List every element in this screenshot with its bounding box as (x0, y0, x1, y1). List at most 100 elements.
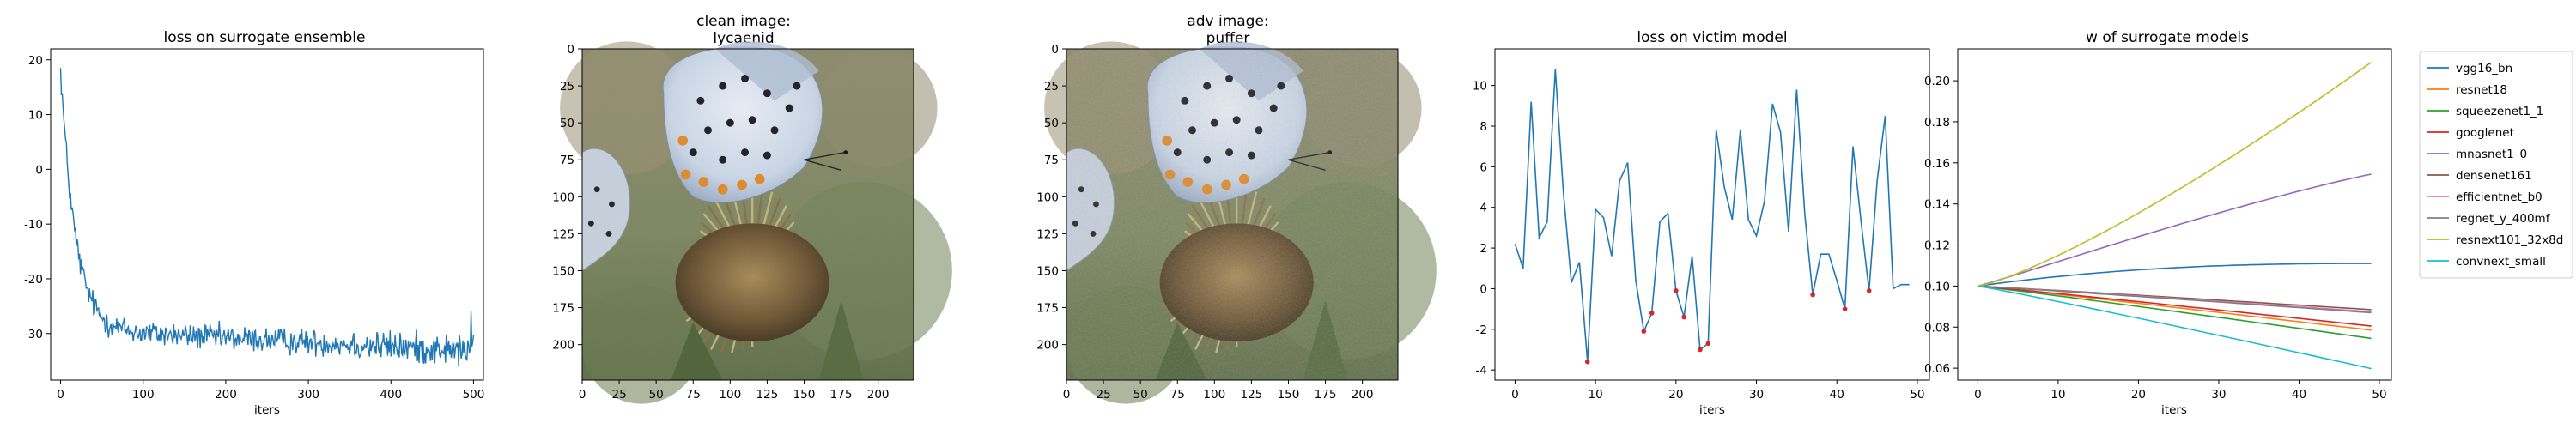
axes-frame (1494, 48, 1930, 381)
y-tick-label: 0 (1479, 282, 1487, 296)
x-tick-label: 25 (611, 388, 626, 402)
x-tick-label: 175 (1315, 388, 1337, 402)
x-tick-label: 300 (297, 388, 319, 402)
y-tick-label: 4 (1479, 202, 1487, 215)
x-tick-label: 75 (686, 388, 701, 402)
axes-frame (1957, 48, 2392, 381)
y-tick-label: 0.12 (1924, 239, 1950, 253)
legend-entry: vgg16_bn (2456, 62, 2512, 76)
y-tick-label: 50 (1044, 117, 1059, 130)
x-tick-label: 100 (719, 388, 741, 402)
y-tick-label: -4 (1476, 364, 1487, 378)
image-frame (581, 48, 914, 381)
low-loss-marker (1681, 314, 1687, 320)
y-tick-label: 150 (552, 264, 574, 278)
legend-entry: mnasnet1_0 (2456, 148, 2527, 161)
y-tick-label: 175 (1036, 302, 1059, 316)
y-tick-label: 20 (28, 54, 43, 68)
legend-entry: efficientnet_b0 (2456, 190, 2543, 204)
clean-image-panel: clean image: lycaenid 0 25 50 75 100 125 150 17… (552, 13, 952, 404)
y-tick-label: 0 (35, 163, 43, 177)
y-tick-label: 75 (560, 154, 574, 167)
y-tick-label: 6 (1479, 160, 1487, 174)
image-title-line1: adv image: (1187, 13, 1268, 30)
x-tick-label: 30 (2211, 388, 2226, 402)
y-tick-label: -10 (24, 218, 43, 232)
y-tick-label: 50 (560, 117, 574, 130)
y-tick-label: 10 (28, 109, 43, 123)
x-tick-label: 75 (1170, 388, 1185, 402)
y-tick-label: 0.08 (1924, 321, 1950, 335)
x-tick-label: 125 (756, 388, 779, 402)
x-tick-label: 50 (1910, 388, 1924, 402)
low-loss-marker (1842, 306, 1848, 311)
y-tick-label: 0.14 (1924, 198, 1950, 212)
x-tick-label: 50 (649, 388, 664, 402)
y-tick-label: 75 (1044, 154, 1059, 167)
series-line-convnext_small (1978, 285, 2372, 370)
chart-title: w of surrogate models (2086, 29, 2249, 46)
chart-victim-loss: loss on victim model 0 10 20 30 40 501086420-… (1473, 29, 1930, 417)
y-tick-label: 10 (1473, 80, 1487, 94)
y-tick-label: 150 (1036, 264, 1059, 278)
y-tick-label: 200 (552, 339, 574, 353)
low-loss-marker (1698, 347, 1703, 353)
y-tick-label: 0.18 (1924, 116, 1950, 130)
image-frame (1066, 48, 1399, 381)
low-loss-marker (1584, 359, 1590, 365)
x-tick-label: 50 (2372, 388, 2386, 402)
y-tick-label: 0.10 (1924, 280, 1950, 293)
x-tick-label: 0 (1974, 388, 1982, 402)
series-line-regnet_y_400mf (1978, 285, 2372, 314)
y-tick-label: 25 (560, 80, 574, 94)
low-loss-marker (1810, 292, 1815, 298)
x-tick-label: 10 (1589, 388, 1603, 402)
y-tick-label: 0.16 (1924, 157, 1950, 171)
x-tick-label: 0 (1511, 388, 1519, 402)
x-tick-label: 100 (1203, 388, 1225, 402)
x-tick-label: 500 (463, 388, 485, 402)
x-tick-label: 0 (57, 388, 64, 402)
x-tick-label: 40 (2292, 388, 2306, 402)
x-axis-label: iters (2161, 403, 2187, 417)
x-axis-label: iters (1699, 403, 1725, 417)
x-tick-label: 100 (132, 388, 155, 402)
x-tick-label: 40 (1830, 388, 1844, 402)
y-tick-label: 200 (1036, 339, 1059, 353)
chart-title: loss on victim model (1637, 29, 1787, 46)
legend-entry: regnet_y_400mf (2456, 212, 2551, 226)
y-tick-label: -30 (24, 328, 43, 341)
y-tick-label: 0 (567, 43, 574, 57)
series-line-resnext101_32x8d (1978, 61, 2372, 287)
x-tick-label: 20 (1668, 388, 1683, 402)
clean-photo (560, 41, 952, 404)
low-loss-marker (1705, 341, 1711, 347)
y-tick-label: 0.06 (1924, 362, 1950, 376)
chart-title: loss on surrogate ensemble (164, 29, 366, 46)
x-tick-label: 400 (380, 388, 402, 402)
photo-grain (582, 49, 914, 380)
chart-surrogate-loss: loss on surrogate ensemble 0 100 200 300 400… (24, 29, 484, 417)
series-line-googlenet (1978, 285, 2372, 327)
image-title-line1: clean image: (696, 13, 791, 30)
series-line-squeezenet1_1 (1978, 285, 2372, 340)
y-tick-label: 175 (552, 302, 574, 316)
y-tick-label: 125 (552, 227, 574, 241)
series-line-vgg16_bn (1978, 263, 2372, 287)
x-tick-label: 200 (215, 388, 237, 402)
x-tick-label: 150 (793, 388, 816, 402)
adv-photo (1044, 41, 1437, 404)
x-tick-label: 125 (1241, 388, 1263, 402)
x-tick-label: 150 (1278, 388, 1300, 402)
y-tick-label: 0 (1051, 43, 1059, 57)
legend-entry: squeezenet1_1 (2456, 105, 2543, 118)
x-tick-label: 200 (1352, 388, 1374, 402)
legend-box (2419, 51, 2573, 279)
legend-entry: convnext_small (2456, 255, 2546, 269)
x-tick-label: 25 (1096, 388, 1110, 402)
y-tick-label: -2 (1476, 323, 1487, 337)
legend-entry: resnet18 (2456, 83, 2507, 97)
axes-frame (50, 48, 484, 381)
adv-image-panel: adv image: puffer 0 25 50 75 100 125 150 175 200… (1036, 13, 1437, 404)
